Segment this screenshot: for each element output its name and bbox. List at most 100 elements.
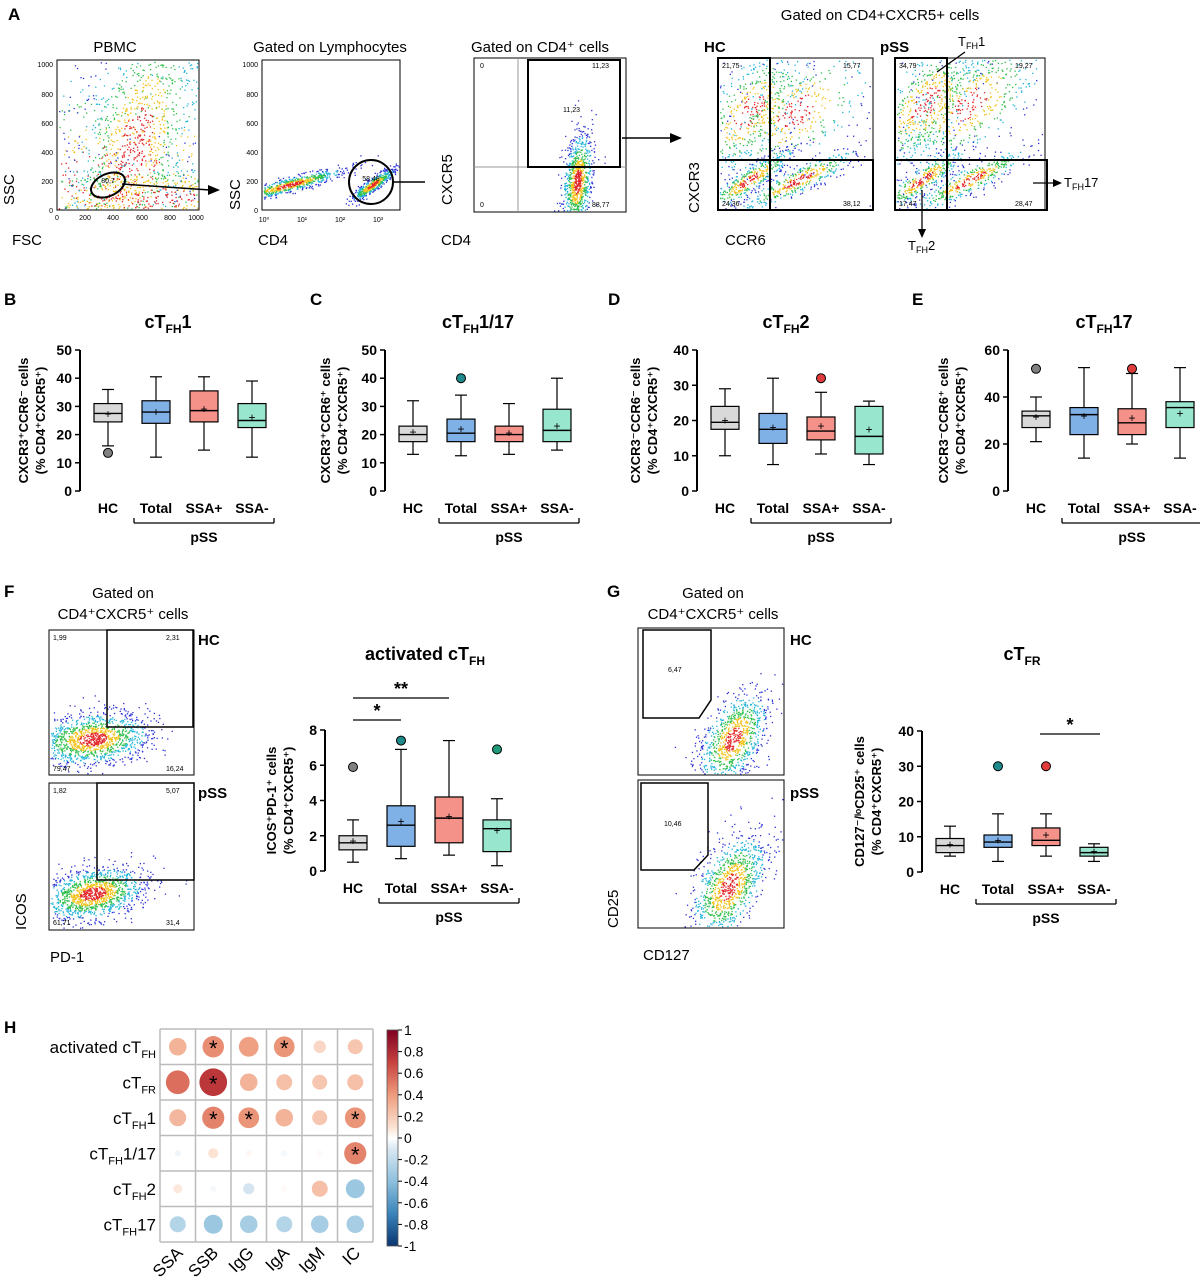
event-dot (373, 181, 376, 183)
event-dot (265, 183, 267, 185)
event-dot (309, 171, 311, 173)
event-dot (758, 202, 760, 205)
event-dot (105, 62, 107, 64)
event-dot (569, 185, 572, 187)
event-dot (135, 193, 137, 195)
event-dot (371, 188, 373, 190)
event-dot (96, 180, 99, 182)
event-dot (581, 205, 584, 207)
event-dot (137, 136, 139, 138)
event-dot (188, 129, 190, 131)
event-dot (941, 100, 943, 103)
event-dot (326, 178, 328, 180)
event-dot (289, 186, 292, 188)
event-dot (390, 173, 392, 176)
event-dot (908, 100, 910, 102)
event-dot (588, 142, 590, 145)
event-dot (809, 174, 811, 176)
event-dot (125, 109, 127, 111)
event-dot (104, 199, 106, 201)
event-dot (318, 176, 321, 178)
event-dot (570, 149, 572, 151)
event-dot (736, 172, 738, 174)
event-dot (728, 186, 730, 189)
event-dot (154, 155, 157, 157)
event-dot (771, 107, 773, 110)
event-dot (95, 186, 97, 188)
event-dot (579, 201, 581, 203)
event-dot (394, 166, 396, 168)
event-dot (774, 101, 776, 103)
event-dot (963, 91, 966, 93)
event-dot (731, 101, 733, 103)
event-dot (119, 206, 121, 208)
event-dot (927, 74, 929, 76)
event-dot (300, 186, 303, 188)
event-dot (570, 194, 572, 196)
event-dot (588, 163, 591, 165)
event-dot (130, 148, 132, 151)
event-dot (755, 83, 757, 85)
event-dot (758, 167, 760, 170)
event-dot (112, 104, 114, 106)
event-dot (271, 183, 273, 186)
event-dot (121, 145, 124, 147)
event-dot (765, 105, 767, 107)
event-dot (155, 66, 157, 69)
event-dot (128, 191, 130, 193)
cxcr5-gate (527, 59, 621, 168)
event-dot (765, 148, 767, 150)
event-dot (838, 92, 840, 94)
event-dot (342, 170, 345, 172)
event-dot (313, 174, 315, 177)
event-dot (751, 179, 753, 181)
event-dot (69, 170, 72, 173)
event-dot (816, 183, 818, 186)
event-dot (158, 106, 160, 108)
event-dot (792, 180, 795, 182)
event-dot (733, 153, 735, 155)
event-dot (754, 191, 757, 193)
event-dot (116, 114, 118, 116)
event-dot (124, 121, 126, 123)
event-dot (117, 195, 119, 197)
event-dot (156, 75, 158, 77)
event-dot (122, 156, 124, 158)
event-dot (107, 165, 109, 167)
event-dot (965, 59, 967, 61)
event-dot (827, 174, 829, 176)
event-dot (102, 97, 105, 99)
event-dot (747, 188, 749, 190)
event-dot (726, 183, 729, 185)
event-dot (149, 126, 152, 128)
event-dot (798, 110, 801, 112)
x-axis-label: CD4 (441, 232, 471, 249)
event-dot (775, 153, 778, 155)
event-dot (767, 139, 769, 141)
event-dot (763, 121, 766, 123)
event-dot (143, 117, 146, 119)
event-dot (964, 61, 966, 63)
event-dot (190, 68, 192, 70)
event-dot (69, 184, 71, 187)
event-dot (175, 162, 178, 165)
event-dot (193, 205, 196, 207)
event-dot (759, 168, 761, 170)
event-dot (112, 197, 114, 199)
event-dot (761, 175, 763, 177)
event-dot (753, 168, 755, 171)
event-dot (175, 164, 177, 166)
event-dot (177, 205, 180, 207)
event-dot (325, 179, 328, 181)
event-dot (790, 103, 793, 105)
event-dot (74, 65, 77, 67)
event-dot (311, 179, 313, 181)
event-dot (173, 65, 175, 67)
event-dot (728, 190, 731, 192)
event-dot (319, 173, 321, 175)
event-dot (758, 119, 760, 121)
event-dot (112, 155, 114, 157)
event-dot (799, 90, 801, 92)
event-dot (118, 197, 121, 200)
event-dot (918, 65, 921, 67)
